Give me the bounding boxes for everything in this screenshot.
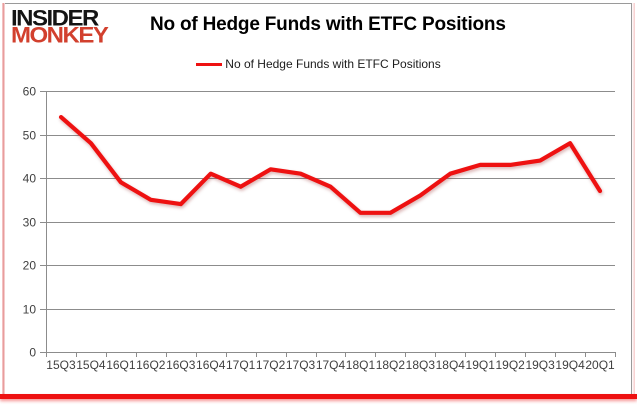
bottom-red-border — [0, 394, 637, 399]
chart-title: No of Hedge Funds with ETFC Positions — [150, 14, 506, 35]
legend-label: No of Hedge Funds with ETFC Positions — [225, 57, 441, 71]
x-axis-tick-label: 19Q1 — [466, 358, 496, 372]
logo-monkey-text: MONKEY — [11, 23, 109, 49]
y-axis-tick-label: 50 — [23, 129, 37, 143]
chart-frame — [2, 3, 632, 395]
x-axis-tick-label: 16Q1 — [106, 358, 136, 372]
y-axis-tick-label: 30 — [23, 216, 37, 230]
x-axis-tick-label: 19Q4 — [555, 358, 585, 372]
x-axis-tick-label: 17Q3 — [286, 358, 316, 372]
logo-insider-text: INSIDER — [11, 6, 99, 32]
y-axis-tick-label: 20 — [23, 259, 37, 273]
y-axis-tick-label: 10 — [23, 303, 37, 317]
x-axis-tick-label: 17Q2 — [256, 358, 286, 372]
x-axis-tick-label: 18Q1 — [346, 358, 376, 372]
legend-line-swatch — [196, 62, 223, 66]
x-axis-tick-label: 16Q2 — [136, 358, 166, 372]
left-red-border — [2, 3, 5, 395]
right-red-border — [632, 3, 635, 395]
x-axis-tick-label: 20Q1 — [585, 358, 615, 372]
insider-monkey-logo: INSIDER MONKEY — [11, 6, 109, 49]
x-axis-tick-label: 19Q3 — [525, 358, 555, 372]
x-axis-tick-label: 18Q3 — [406, 358, 436, 372]
y-axis-tick-label: 40 — [23, 172, 37, 186]
x-axis-tick-label: 17Q4 — [316, 358, 346, 372]
x-axis-tick-label: 16Q4 — [196, 358, 226, 372]
x-axis-tick-label: 19Q2 — [496, 358, 526, 372]
x-axis-tick-label: 18Q2 — [376, 358, 406, 372]
y-axis-tick-label: 60 — [23, 85, 37, 99]
x-axis-tick-label: 18Q4 — [436, 358, 466, 372]
x-axis-tick-label: 15Q4 — [76, 358, 106, 372]
x-axis-tick-label: 16Q3 — [166, 358, 196, 372]
x-axis-tick-label: 15Q3 — [46, 358, 76, 372]
series-line — [58, 114, 603, 215]
chart-legend: No of Hedge Funds with ETFC Positions — [0, 57, 637, 71]
y-axis-tick-label: 0 — [29, 346, 36, 360]
x-axis-tick-label: 17Q1 — [226, 358, 256, 372]
